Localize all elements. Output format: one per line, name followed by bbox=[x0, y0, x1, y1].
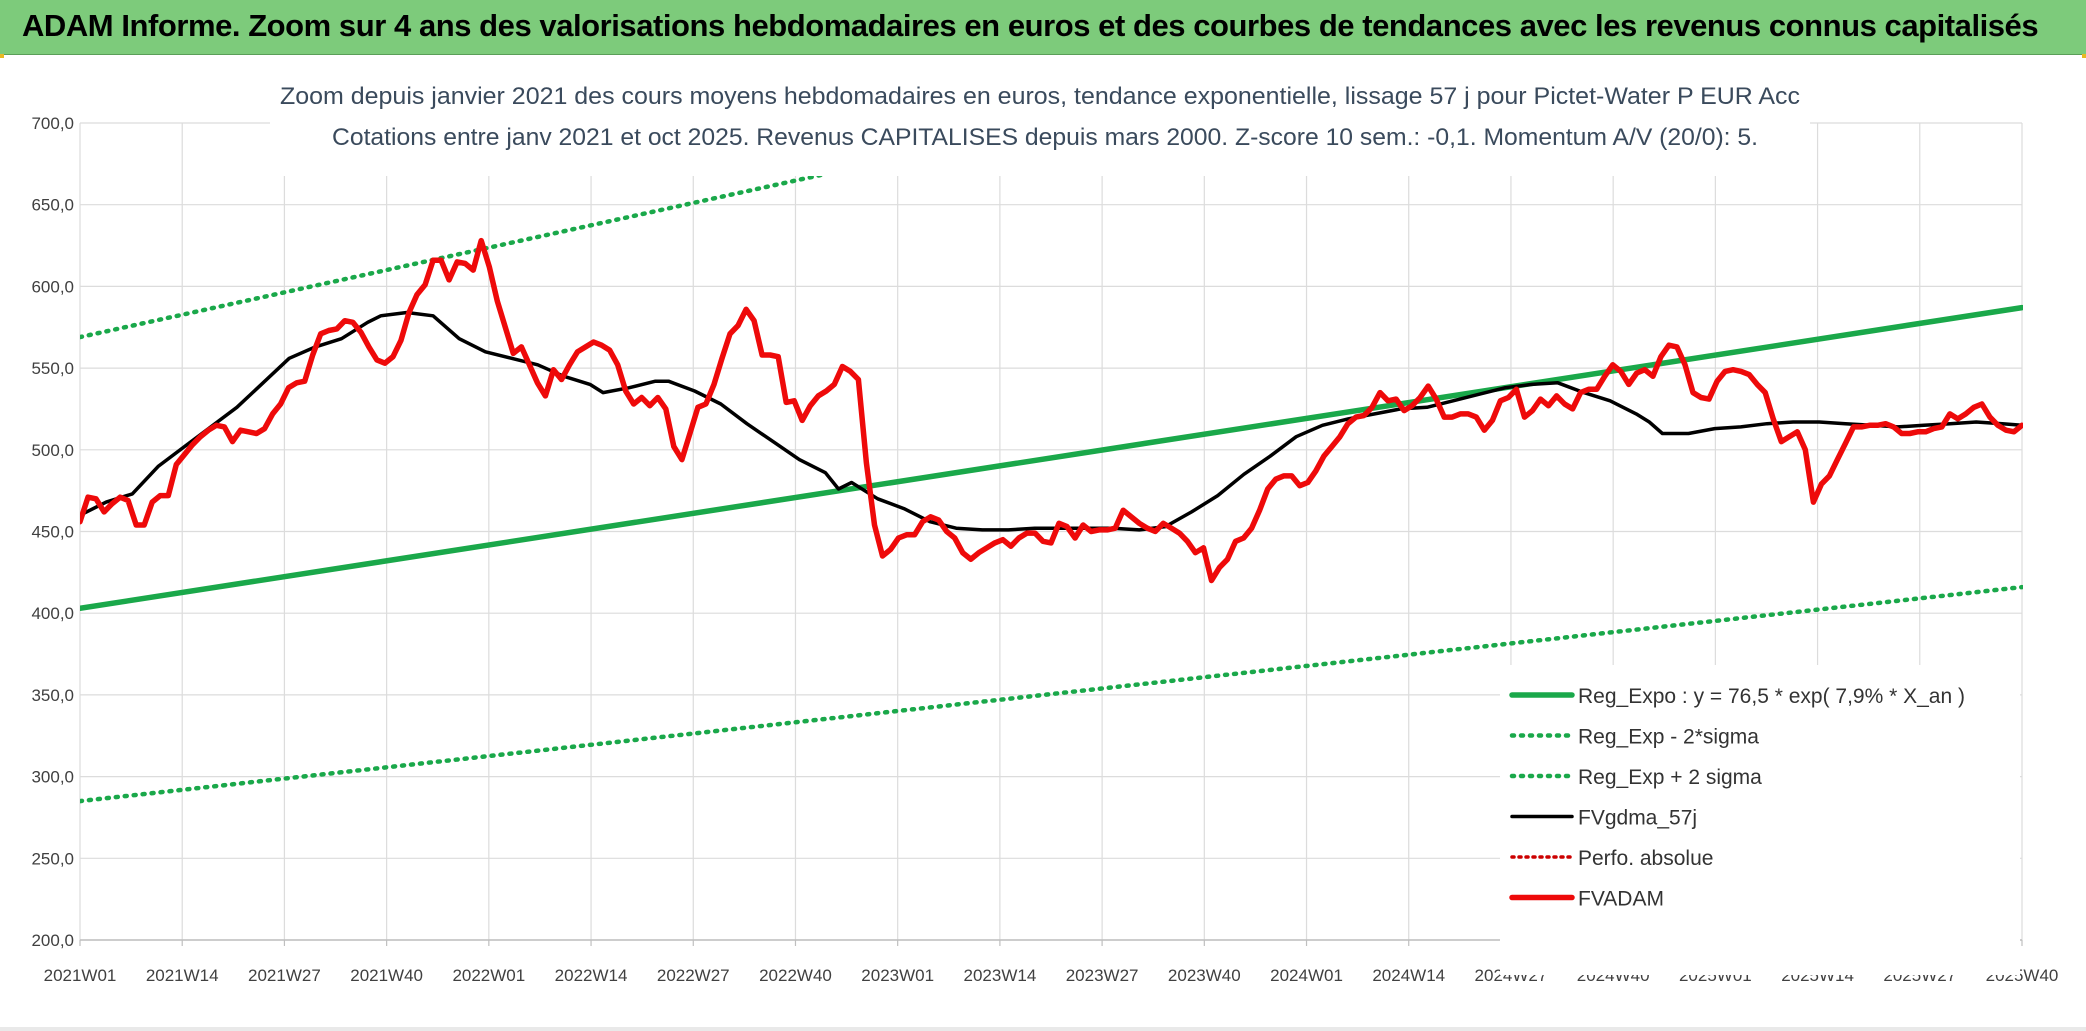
y-tick-label: 650,0 bbox=[31, 196, 74, 215]
grid bbox=[79, 122, 2023, 946]
banner-title: ADAM Informe. Zoom sur 4 ans des valoris… bbox=[22, 8, 2039, 43]
y-tick-label: 600,0 bbox=[31, 277, 74, 296]
fvadam-line bbox=[80, 237, 2023, 584]
legend-label: FVgdma_57j bbox=[1578, 807, 1697, 830]
x-tick-label: 2022W01 bbox=[452, 966, 525, 985]
y-tick-label: 450,0 bbox=[31, 523, 74, 542]
chart-title-line-2: Cotations entre janv 2021 et oct 2025. R… bbox=[332, 124, 1758, 151]
x-tick-label: 2022W40 bbox=[759, 966, 832, 985]
legend-label: Reg_Expo : y = 76,5 * exp( 7,9% * X_an ) bbox=[1578, 685, 1965, 708]
y-tick-label: 500,0 bbox=[31, 441, 74, 460]
legend: Reg_Expo : y = 76,5 * exp( 7,9% * X_an )… bbox=[1500, 665, 2020, 975]
x-tick-label: 2021W01 bbox=[44, 966, 117, 985]
x-tick-label: 2023W14 bbox=[964, 966, 1037, 985]
x-tick-label: 2022W14 bbox=[555, 966, 628, 985]
legend-label: Reg_Exp - 2*sigma bbox=[1578, 726, 1759, 749]
y-tick-label: 300,0 bbox=[31, 768, 74, 787]
chart-title-line-1: Zoom depuis janvier 2021 des cours moyen… bbox=[280, 83, 1800, 110]
chart-title: Zoom depuis janvier 2021 des cours moyen… bbox=[270, 58, 1810, 176]
y-tick-label: 350,0 bbox=[31, 686, 74, 705]
x-tick-label: 2023W40 bbox=[1168, 966, 1241, 985]
x-tick-label: 2023W27 bbox=[1066, 966, 1139, 985]
bottom-border bbox=[0, 1027, 2086, 1031]
sigma-band-line bbox=[80, 584, 2023, 804]
fvgdma-line bbox=[80, 310, 2023, 532]
x-tick-label: 2024W14 bbox=[1372, 966, 1445, 985]
legend-label: FVADAM bbox=[1578, 888, 1664, 911]
x-tick-label: 2021W27 bbox=[248, 966, 321, 985]
chart-title-background bbox=[270, 58, 1810, 176]
legend-label: Reg_Exp + 2 sigma bbox=[1578, 766, 1762, 789]
legend-label: Perfo. absolue bbox=[1578, 847, 1713, 870]
y-tick-label: 700,0 bbox=[31, 114, 74, 133]
banner-corner-left bbox=[0, 54, 4, 58]
x-tick-label: 2024W01 bbox=[1270, 966, 1343, 985]
x-tick-label: 2023W01 bbox=[861, 966, 934, 985]
chart: 700,0 650,0 600,0 550,0 500,0 450,0 400,0 350,0… bbox=[31, 58, 2058, 985]
y-axis-ticks: 700,0 650,0 600,0 550,0 500,0 450,0 400,0 350,0… bbox=[31, 114, 74, 950]
regression-line bbox=[80, 304, 2023, 612]
x-tick-label: 2021W14 bbox=[146, 966, 219, 985]
x-tick-label: 2022W27 bbox=[657, 966, 730, 985]
banner: ADAM Informe. Zoom sur 4 ans des valoris… bbox=[0, 0, 2086, 55]
y-tick-label: 250,0 bbox=[31, 849, 74, 868]
y-tick-label: 550,0 bbox=[31, 359, 74, 378]
legend-background bbox=[1500, 665, 2020, 975]
y-tick-label: 400,0 bbox=[31, 604, 74, 623]
x-tick-label: 2021W40 bbox=[350, 966, 423, 985]
y-tick-label: 200,0 bbox=[31, 931, 74, 950]
banner-corner-right bbox=[2082, 54, 2086, 58]
